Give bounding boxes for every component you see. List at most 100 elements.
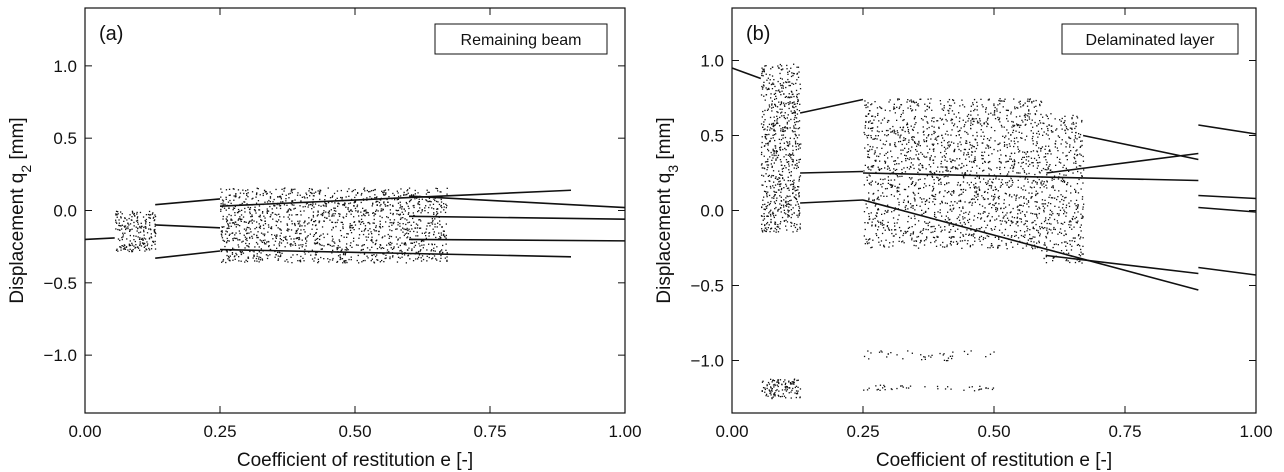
scatter-point-b-2-627 <box>933 198 935 200</box>
scatter-point-a-1-1306 <box>303 229 305 231</box>
scatter-point-a-1-492 <box>328 261 330 263</box>
scatter-point-b-1-69 <box>778 382 780 385</box>
scatter-point-b-0-15 <box>787 176 789 178</box>
scatter-point-b-2-1010 <box>950 105 952 107</box>
scatter-point-b-2-1777 <box>986 125 988 128</box>
scatter-point-a-1-602 <box>388 225 390 228</box>
scatter-point-b-2-1200 <box>925 228 927 231</box>
scatter-point-b-2-756 <box>904 206 906 208</box>
scatter-point-b-2-459 <box>946 120 948 122</box>
scatter-point-b-2-1559 <box>935 239 937 242</box>
scatter-point-a-1-61 <box>425 205 427 207</box>
scatter-point-a-0-174 <box>144 219 146 222</box>
scatter-point-b-3-206 <box>1052 260 1054 262</box>
scatter-point-a-1-567 <box>296 194 299 196</box>
scatter-point-a-1-472 <box>389 257 391 260</box>
scatter-point-b-3-94 <box>1059 119 1061 121</box>
scatter-point-a-1-838 <box>239 218 241 220</box>
scatter-point-b-2-73 <box>952 166 954 168</box>
scatter-point-b-2-952 <box>995 208 997 211</box>
scatter-point-b-0-189 <box>796 214 798 216</box>
scatter-point-a-1-113 <box>402 217 404 219</box>
scatter-point-b-2-1210 <box>1005 161 1007 163</box>
scatter-point-b-3-163 <box>1056 213 1059 215</box>
scatter-point-a-1-628 <box>244 247 246 249</box>
scatter-point-b-3-22 <box>1073 162 1075 164</box>
scatter-point-b-3-14 <box>1079 146 1081 148</box>
scatter-point-b-3-36 <box>1056 147 1058 149</box>
scatter-point-a-1-1173 <box>413 230 415 233</box>
scatter-point-a-1-77 <box>436 259 438 261</box>
scatter-point-b-2-548 <box>884 162 886 164</box>
scatter-point-b-2-377 <box>1028 206 1030 208</box>
scatter-point-b-2-980 <box>913 185 916 187</box>
scatter-point-b-3-340 <box>1066 259 1068 261</box>
scatter-point-b-0-360 <box>782 85 784 87</box>
scatter-point-b-2-195 <box>897 218 899 221</box>
scatter-point-a-1-324 <box>397 198 400 200</box>
scatter-point-a-1-190 <box>256 260 258 262</box>
scatter-point-a-1-1226 <box>238 246 240 248</box>
scatter-point-a-1-1359 <box>309 203 311 206</box>
scatter-point-a-1-881 <box>272 201 274 203</box>
scatter-point-b-2-461 <box>868 199 870 201</box>
scatter-point-b-2-1176 <box>948 141 950 143</box>
scatter-point-b-2-681 <box>918 168 920 170</box>
scatter-point-a-1-965 <box>314 257 316 259</box>
scatter-point-b-2-1765 <box>952 225 955 227</box>
scatter-point-a-1-129 <box>233 199 235 201</box>
scatter-point-b-1-11 <box>790 391 792 393</box>
scatter-point-b-2-1678 <box>987 117 989 119</box>
scatter-point-b-2-226 <box>970 128 972 130</box>
scatter-point-b-1-106 <box>766 385 768 387</box>
scatter-point-b-2-770 <box>987 215 989 217</box>
scatter-point-b-2-673 <box>974 237 976 239</box>
scatter-point-a-1-1283 <box>373 229 375 231</box>
scatter-point-b-0-439 <box>769 185 772 188</box>
scatter-point-b-2-128 <box>870 135 872 137</box>
scatter-point-a-1-1035 <box>260 252 262 254</box>
scatter-point-b-3-353 <box>1068 221 1071 223</box>
scatter-point-a-1-1172 <box>277 255 279 257</box>
scatter-point-b-3-306 <box>1065 245 1067 247</box>
scatter-point-a-1-877 <box>371 258 373 260</box>
scatter-point-a-1-647 <box>299 225 301 227</box>
scatter-point-b-3-10 <box>1047 168 1050 170</box>
scatter-point-b-0-624 <box>764 133 766 136</box>
scatter-point-a-1-1372 <box>432 228 434 230</box>
scatter-point-b-2-1249 <box>892 241 894 243</box>
scatter-point-b-2-1693 <box>882 227 885 229</box>
scatter-point-b-2-254 <box>946 192 948 194</box>
scatter-point-b-3-311 <box>1046 125 1048 128</box>
scatter-point-b-0-206 <box>761 85 763 88</box>
legend-box-b <box>1061 23 1239 55</box>
scatter-point-b-3-113 <box>1048 150 1050 152</box>
scatter-point-b-2-1011 <box>961 172 963 174</box>
scatter-point-a-1-1418 <box>443 203 445 205</box>
scatter-point-b-2-1161 <box>988 173 990 175</box>
scatter-point-a-1-2 <box>357 192 359 194</box>
scatter-point-b-2-563 <box>876 130 879 132</box>
y-tick-label-a-3: −0.5 <box>43 274 77 293</box>
scatter-point-a-1-71 <box>355 210 357 212</box>
scatter-point-a-1-734 <box>434 250 436 252</box>
scatter-point-b-0-212 <box>760 215 763 217</box>
scatter-point-b-2-828 <box>1032 180 1034 182</box>
scatter-point-a-1-1387 <box>351 246 353 248</box>
scatter-point-b-3-382 <box>1059 209 1062 211</box>
scatter-point-a-1-1117 <box>370 231 372 233</box>
legend-box-a <box>434 23 608 55</box>
scatter-point-b-2-1667 <box>949 170 952 173</box>
scatter-point-a-1-921 <box>376 259 378 261</box>
scatter-point-b-3-87 <box>1074 212 1076 214</box>
scatter-point-b-2-262 <box>943 155 945 157</box>
scatter-point-b-2-1725 <box>874 101 876 103</box>
scatter-point-b-2-1525 <box>923 240 926 242</box>
scatter-point-b-2-1761 <box>896 106 898 108</box>
scatter-point-b-0-669 <box>794 111 796 113</box>
scatter-point-a-1-904 <box>409 258 411 260</box>
scatter-point-b-0-182 <box>774 85 776 88</box>
scatter-point-a-1-374 <box>439 251 441 253</box>
scatter-point-b-2-136 <box>995 210 997 213</box>
scatter-point-a-1-1468 <box>220 203 222 205</box>
